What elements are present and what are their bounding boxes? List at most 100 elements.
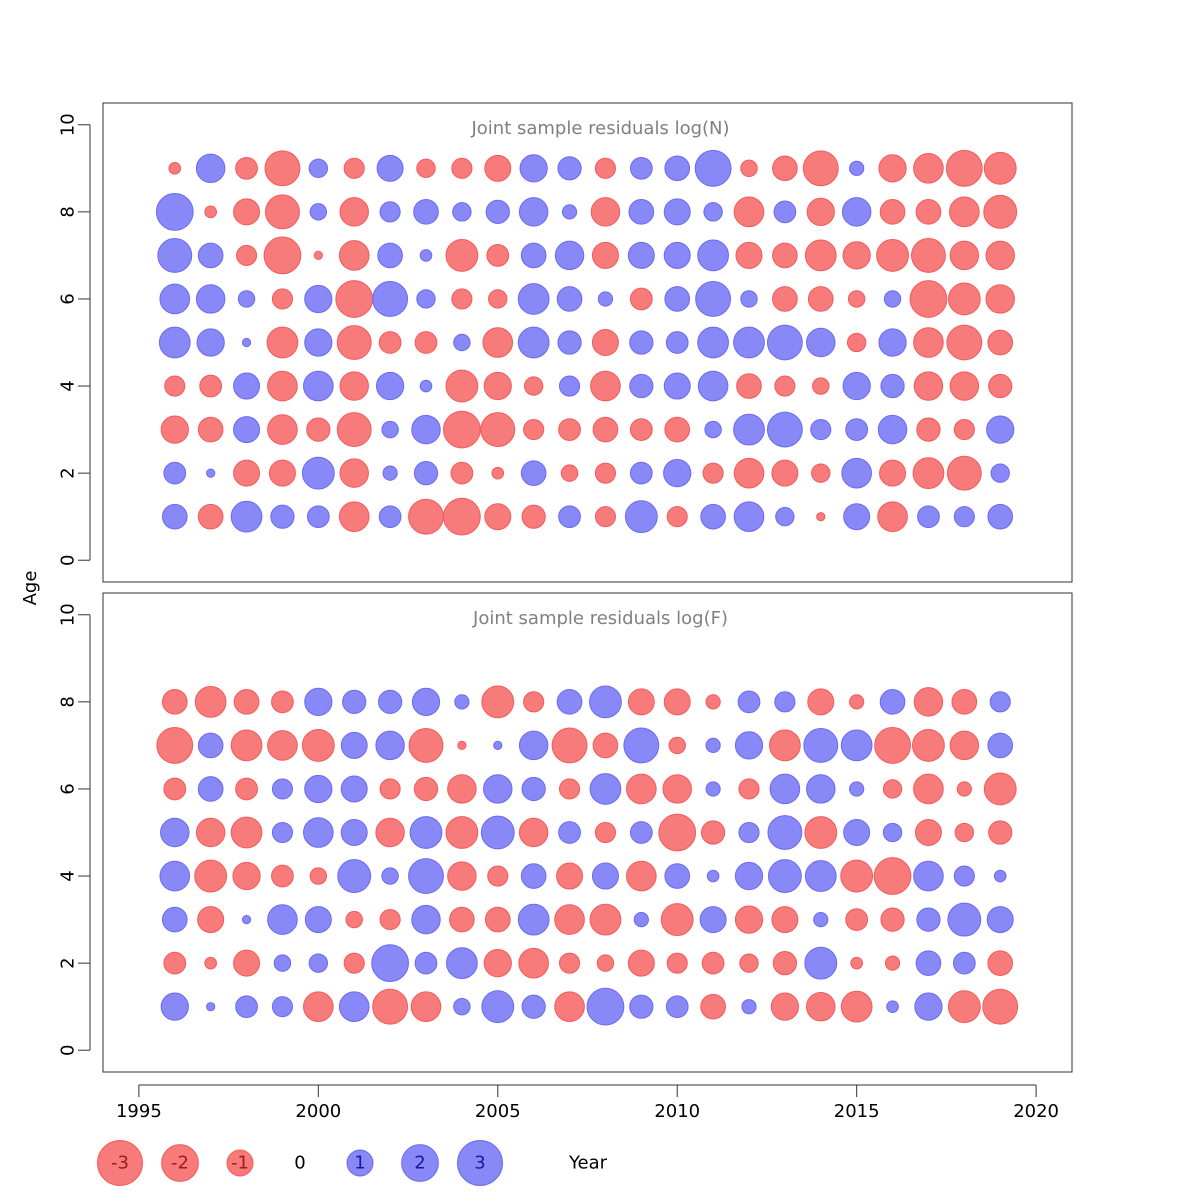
bubble xyxy=(194,685,227,718)
bubble xyxy=(985,284,1015,314)
bubble xyxy=(372,988,409,1025)
bubble xyxy=(703,202,723,222)
bubble xyxy=(233,949,261,977)
legend-item: -3 xyxy=(97,1140,143,1186)
x-tick-label: 2020 xyxy=(1013,1101,1059,1122)
bubble xyxy=(487,865,509,887)
bubble xyxy=(705,737,721,754)
bubble xyxy=(886,1000,899,1013)
bubble xyxy=(519,154,548,183)
bubble xyxy=(733,501,765,532)
bubble xyxy=(804,946,838,980)
bubble xyxy=(483,774,513,804)
bubble xyxy=(379,909,401,931)
bubble xyxy=(263,236,302,275)
bubble xyxy=(629,994,654,1019)
bubble xyxy=(232,861,261,891)
bubble xyxy=(413,776,439,802)
bubble xyxy=(199,374,223,398)
bubble xyxy=(408,858,444,894)
bubble xyxy=(845,908,869,931)
bubble xyxy=(733,326,765,359)
bubble xyxy=(485,199,510,224)
bubble xyxy=(766,411,803,448)
bubble xyxy=(665,331,689,354)
legend-item: -2 xyxy=(161,1144,199,1182)
bubble xyxy=(882,822,903,843)
bubble xyxy=(589,685,622,719)
bubble xyxy=(737,690,761,714)
bubble xyxy=(806,327,836,358)
bubble xyxy=(736,373,762,399)
bubble xyxy=(913,860,944,892)
bubble xyxy=(447,861,477,891)
bubble xyxy=(916,417,941,442)
bubble xyxy=(695,281,732,317)
x-tick-label: 1995 xyxy=(116,1101,162,1122)
bubble xyxy=(375,817,405,848)
bubble xyxy=(842,241,871,270)
bubble xyxy=(766,324,803,361)
legend-label: 2 xyxy=(414,1153,425,1174)
bubble xyxy=(949,240,980,271)
y-tick-label: 6 xyxy=(58,293,79,304)
bubble xyxy=(840,729,873,762)
bubble xyxy=(880,373,905,399)
bubble xyxy=(451,288,473,310)
bubble xyxy=(158,326,191,359)
bubble xyxy=(491,466,505,480)
bubble xyxy=(376,154,404,182)
bubble xyxy=(408,727,444,763)
bubble xyxy=(558,505,581,529)
bubble xyxy=(840,990,873,1023)
bubble xyxy=(230,816,263,849)
bubble xyxy=(163,951,187,975)
bubble xyxy=(340,775,368,803)
bubble xyxy=(554,904,585,935)
x-tick-label: 2010 xyxy=(654,1101,700,1122)
bubble xyxy=(804,860,837,892)
bubble xyxy=(850,956,863,970)
bubble xyxy=(197,242,224,269)
bubble xyxy=(705,694,721,710)
bubble xyxy=(411,904,441,935)
legend: -3 -2 -1 0 1 2 3 Year xyxy=(97,1140,608,1186)
bubble xyxy=(806,774,836,804)
bubble xyxy=(195,153,226,184)
bubble xyxy=(741,999,757,1015)
bubble xyxy=(271,778,294,800)
bubble xyxy=(842,371,871,401)
bubble xyxy=(666,506,688,528)
bubble xyxy=(416,158,436,179)
bubble xyxy=(912,728,945,762)
legend-label: 3 xyxy=(474,1153,485,1174)
bubble xyxy=(265,194,300,230)
bubble xyxy=(589,773,622,805)
bubble xyxy=(304,906,332,934)
bubble xyxy=(161,503,188,530)
bubble xyxy=(629,821,653,844)
bubble xyxy=(699,906,727,934)
bubble xyxy=(694,149,732,187)
plot-frame xyxy=(102,102,1073,583)
bubble xyxy=(663,459,692,488)
bubble xyxy=(911,237,946,273)
bubble xyxy=(233,198,261,226)
bubble xyxy=(560,464,579,482)
bubble xyxy=(633,911,649,928)
bubble xyxy=(449,906,475,933)
bubble xyxy=(988,820,1013,845)
y-tick-label: 4 xyxy=(58,870,79,881)
bubble xyxy=(267,904,298,935)
panel-title: Joint sample residuals log(F) xyxy=(472,608,728,629)
bubble xyxy=(235,777,258,801)
bubble xyxy=(952,951,976,975)
bubble xyxy=(591,329,619,356)
bubble xyxy=(878,328,907,357)
bubble xyxy=(664,863,691,889)
bubble xyxy=(849,694,865,710)
bubble xyxy=(664,416,691,443)
bubble xyxy=(700,503,726,530)
bubble xyxy=(879,199,906,225)
bubble xyxy=(163,461,187,485)
